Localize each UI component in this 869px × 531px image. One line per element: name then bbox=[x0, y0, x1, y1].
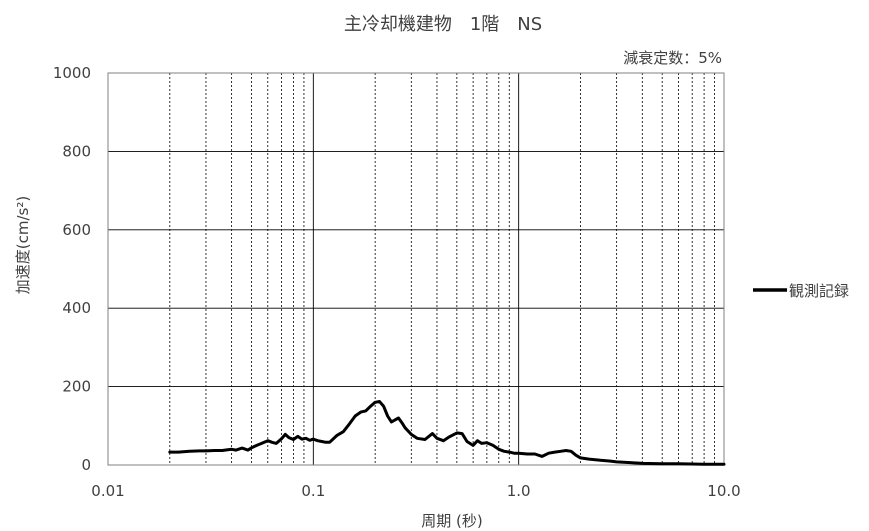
damping-annotation: 減衰定数：5% bbox=[623, 49, 722, 67]
x-tick-label: 1.0 bbox=[507, 482, 531, 500]
y-tick-label: 400 bbox=[62, 299, 91, 317]
y-axis-label: 加速度(cm/s²) bbox=[14, 196, 32, 294]
major-grid bbox=[108, 72, 724, 465]
legend: 観測記録 bbox=[753, 282, 849, 300]
x-tick-label: 0.01 bbox=[91, 482, 124, 500]
x-tick-label: 10.0 bbox=[707, 482, 740, 500]
y-tick-label: 600 bbox=[62, 221, 91, 239]
x-axis-label: 周期 (秒) bbox=[421, 512, 482, 530]
y-tick-label: 0 bbox=[81, 456, 91, 474]
legend-label: 観測記録 bbox=[789, 282, 849, 300]
y-tick-label: 800 bbox=[62, 142, 91, 160]
chart-title: 主冷却機建物 1階 NS bbox=[344, 14, 542, 35]
x-tick-labels: 0.01 0.1 1.0 10.0 bbox=[91, 482, 740, 500]
series-line bbox=[168, 400, 726, 466]
y-tick-label: 200 bbox=[62, 378, 91, 396]
series-layer bbox=[168, 400, 726, 466]
y-tick-labels: 0 200 400 600 800 1000 bbox=[53, 64, 91, 474]
plot-area-frame bbox=[107, 72, 725, 466]
minor-grid bbox=[169, 73, 716, 465]
y-tick-label: 1000 bbox=[53, 64, 91, 82]
x-tick-label: 0.1 bbox=[301, 482, 325, 500]
